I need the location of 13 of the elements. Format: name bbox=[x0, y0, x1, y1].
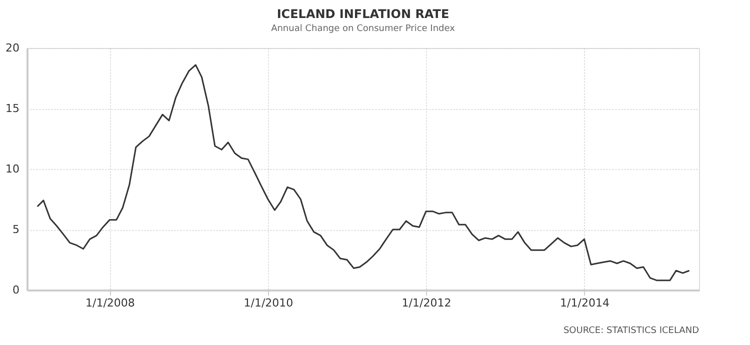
x-tick-label: 1/1/2014 bbox=[560, 296, 610, 310]
x-tick-label: 1/1/2008 bbox=[86, 296, 135, 310]
y-tick-label: 20 bbox=[6, 42, 20, 54]
y-tick-label: 10 bbox=[6, 162, 20, 176]
x-tick-label: 1/1/2012 bbox=[402, 296, 452, 310]
source-note: SOURCE: STATISTICS ICELAND bbox=[563, 326, 700, 336]
y-tick-label: 15 bbox=[6, 102, 20, 115]
y-tick-label: 0 bbox=[12, 284, 20, 296]
y-tick-label: 5 bbox=[12, 223, 20, 236]
x-tick-label: 1/1/2010 bbox=[244, 296, 294, 310]
chart-title: ICELAND INFLATION RATE bbox=[276, 7, 450, 21]
chart-subtitle: Annual Change on Consumer Price Index bbox=[271, 24, 456, 34]
line-series bbox=[36, 64, 690, 282]
